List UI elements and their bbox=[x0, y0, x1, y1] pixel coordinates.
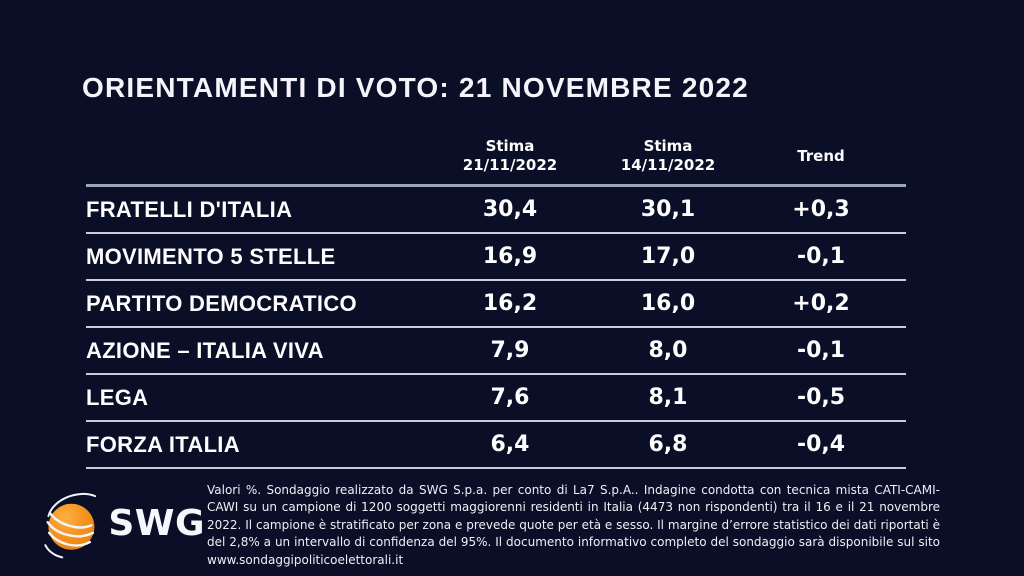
header-stima-previous-line1: Stima bbox=[643, 137, 693, 155]
party-name-label: FORZA ITALIA bbox=[86, 431, 240, 457]
table-row: LEGA 7,6 8,1 -0,5 bbox=[86, 375, 906, 422]
trend-value: -0,5 bbox=[796, 385, 846, 410]
trend-value: -0,1 bbox=[796, 244, 846, 269]
table-row: FRATELLI D'ITALIA 30,4 30,1 +0,3 bbox=[86, 187, 906, 234]
stima-previous-value: 8,1 bbox=[648, 385, 688, 410]
stima-previous-value: 16,0 bbox=[640, 291, 696, 316]
header-col-stima-current: Stima 21/11/2022 bbox=[420, 137, 600, 175]
table-row: AZIONE – ITALIA VIVA 7,9 8,0 -0,1 bbox=[86, 328, 906, 375]
header-col-trend: Trend bbox=[736, 147, 906, 166]
trend-value: +0,2 bbox=[792, 291, 850, 316]
disclaimer-text: Valori %. Sondaggio realizzato da SWG S.… bbox=[207, 483, 940, 567]
trend-value: -0,1 bbox=[796, 338, 846, 363]
table-row: FORZA ITALIA 6,4 6,8 -0,4 bbox=[86, 422, 906, 469]
trend-value: +0,3 bbox=[792, 197, 850, 222]
page-title: ORIENTAMENTI DI VOTO: 21 NOVEMBRE 2022 bbox=[82, 72, 749, 103]
party-name-label: AZIONE – ITALIA VIVA bbox=[86, 337, 324, 363]
stima-current-value: 7,6 bbox=[490, 385, 530, 410]
swg-logo: SWG bbox=[40, 480, 205, 572]
stima-previous-value: 6,8 bbox=[648, 432, 688, 457]
header-trend-label: Trend bbox=[797, 146, 845, 165]
party-name-label: MOVIMENTO 5 STELLE bbox=[86, 243, 336, 269]
stima-current-value: 7,9 bbox=[490, 338, 530, 363]
party-name-label: PARTITO DEMOCRATICO bbox=[86, 290, 357, 316]
party-name-label: LEGA bbox=[86, 384, 149, 410]
header-col-stima-previous: Stima 14/11/2022 bbox=[600, 137, 736, 175]
header-stima-current-line2: 21/11/2022 bbox=[462, 156, 558, 174]
table-header-row: Stima 21/11/2022 Stima 14/11/2022 Trend bbox=[86, 128, 906, 187]
stima-current-value: 16,2 bbox=[482, 291, 538, 316]
globe-icon bbox=[44, 492, 97, 559]
party-name-label: FRATELLI D'ITALIA bbox=[86, 196, 293, 222]
stima-current-value: 16,9 bbox=[482, 244, 538, 269]
header-stima-previous-line2: 14/11/2022 bbox=[620, 156, 716, 174]
swg-wordmark: SWG bbox=[108, 502, 205, 544]
stima-current-value: 6,4 bbox=[490, 432, 530, 457]
table-row: MOVIMENTO 5 STELLE 16,9 17,0 -0,1 bbox=[86, 234, 906, 281]
results-table: Stima 21/11/2022 Stima 14/11/2022 Trend … bbox=[86, 128, 906, 469]
stima-previous-value: 17,0 bbox=[640, 244, 696, 269]
trend-value: -0,4 bbox=[796, 432, 846, 457]
table-row: PARTITO DEMOCRATICO 16,2 16,0 +0,2 bbox=[86, 281, 906, 328]
stima-current-value: 30,4 bbox=[482, 197, 538, 222]
stima-previous-value: 8,0 bbox=[648, 338, 688, 363]
header-stima-current-line1: Stima bbox=[485, 137, 535, 155]
stima-previous-value: 30,1 bbox=[640, 197, 696, 222]
